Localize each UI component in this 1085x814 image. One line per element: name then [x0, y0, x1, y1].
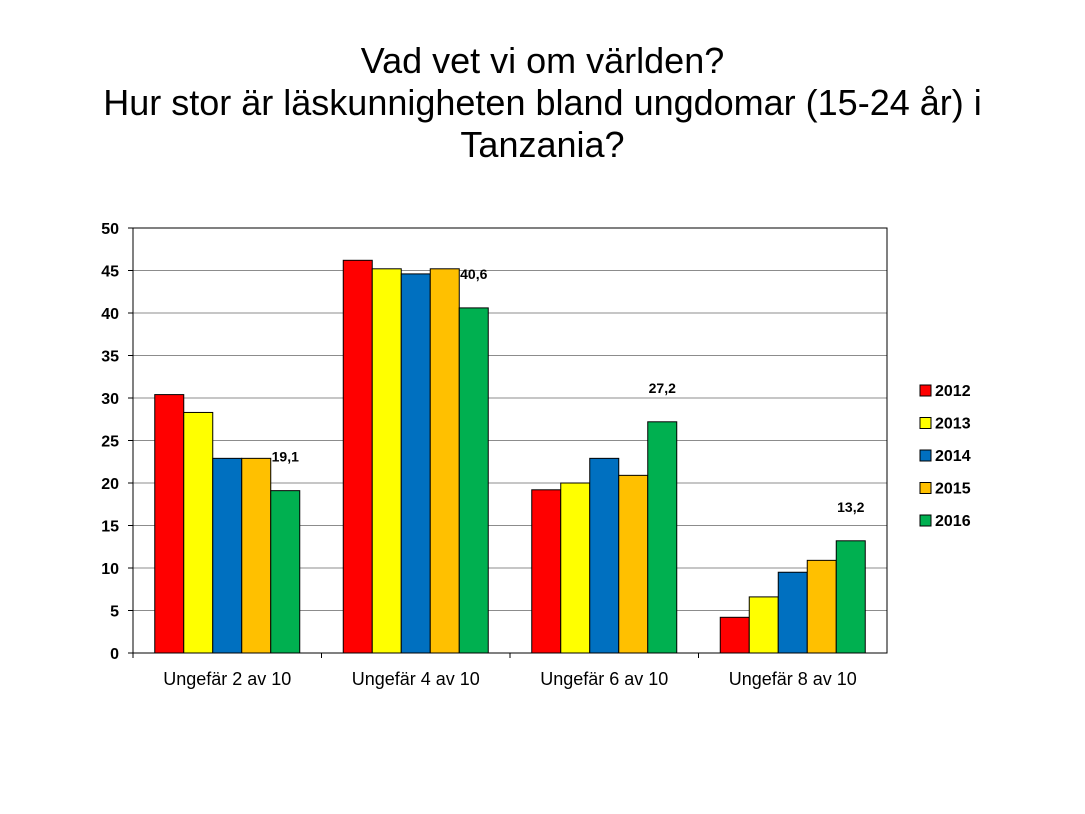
- x-tick-label: Ungefär 4 av 10: [352, 669, 480, 689]
- y-tick-label: 0: [110, 646, 119, 663]
- bar-2013-4: [748, 596, 779, 654]
- bar-2016-1: [270, 490, 301, 654]
- bar-2014-2: [400, 273, 431, 654]
- y-tick-label: 25: [101, 434, 119, 451]
- bar-2014-4: [777, 571, 808, 654]
- bar-2014-3: [589, 457, 620, 654]
- bar-2015-1: [241, 457, 272, 654]
- chart-title: Vad vet vi om världen? Hur stor är läsku…: [0, 40, 1085, 166]
- data-label: 19,1: [272, 449, 299, 465]
- bar-2015-3: [618, 474, 649, 654]
- bar-2015-4: [806, 559, 837, 654]
- legend-swatch-2013: [919, 417, 932, 429]
- title-line-3: Tanzania?: [460, 124, 625, 165]
- bar-2013-1: [183, 411, 214, 654]
- y-tick-label: 35: [101, 349, 119, 366]
- x-tick-label: Ungefär 8 av 10: [729, 669, 857, 689]
- y-tick-label: 40: [101, 306, 119, 323]
- y-tick-label: 10: [101, 561, 119, 578]
- bar-2016-4: [835, 540, 866, 654]
- y-tick-label: 30: [101, 391, 119, 408]
- title-line-1: Vad vet vi om världen?: [360, 40, 725, 81]
- y-tick-label: 20: [101, 476, 119, 493]
- x-tick-label: Ungefär 2 av 10: [163, 669, 291, 689]
- bar-2014-1: [212, 457, 243, 654]
- data-label: 13,2: [837, 499, 864, 515]
- legend-label-2014: 2014: [935, 448, 971, 465]
- data-label: 27,2: [649, 380, 676, 396]
- bar-2012-4: [719, 616, 750, 654]
- legend-swatch-2015: [919, 482, 932, 494]
- legend-swatch-2016: [919, 514, 932, 527]
- y-tick-label: 45: [101, 264, 119, 281]
- legend-label-2012: 2012: [935, 383, 971, 400]
- title-line-2: Hur stor är läskunnigheten bland ungdoma…: [103, 82, 982, 123]
- y-tick-label: 50: [101, 221, 119, 238]
- legend-swatch-2014: [919, 449, 932, 462]
- plot-border: [132, 227, 888, 654]
- bar-2016-2: [458, 307, 489, 654]
- bar-2016-3: [647, 421, 678, 654]
- bar-2015-2: [429, 268, 460, 654]
- x-tick-label: Ungefär 6 av 10: [540, 669, 668, 689]
- y-tick-label: 15: [101, 519, 119, 536]
- bar-2012-2: [342, 259, 373, 654]
- bar-2012-3: [531, 489, 562, 654]
- bar-2012-1: [154, 394, 185, 654]
- bar-2013-3: [560, 482, 591, 654]
- legend-label-2016: 2016: [935, 513, 971, 530]
- legend-label-2015: 2015: [935, 481, 971, 498]
- bar-2013-2: [371, 268, 402, 654]
- legend-swatch-2012: [919, 384, 932, 397]
- y-tick-label: 5: [110, 604, 119, 621]
- data-label: 40,6: [460, 266, 487, 282]
- legend-label-2013: 2013: [935, 416, 971, 433]
